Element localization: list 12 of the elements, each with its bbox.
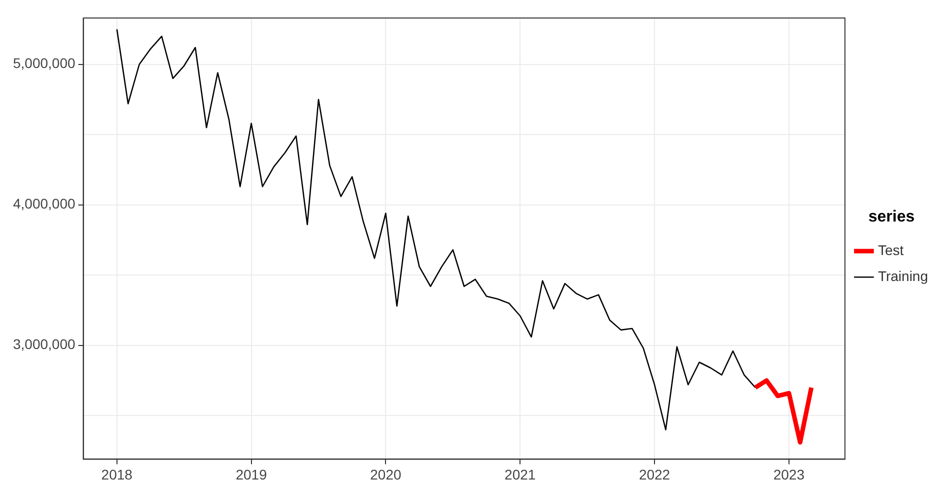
x-tick-label: 2018 (101, 466, 133, 482)
x-tick-label: 2021 (504, 466, 536, 482)
y-tick-label: 4,000,000 (12, 196, 76, 212)
x-tick-label: 2022 (638, 466, 670, 482)
x-tick-label: 2023 (773, 466, 805, 482)
legend-label: Training (878, 268, 928, 284)
x-tick-label: 2019 (236, 466, 268, 482)
y-tick-label: 5,000,000 (12, 55, 76, 72)
y-tick-label: 3,000,000 (12, 336, 76, 352)
legend-title: series (868, 208, 915, 226)
legend-label: Test (878, 242, 904, 258)
x-tick-label: 2020 (370, 466, 402, 482)
